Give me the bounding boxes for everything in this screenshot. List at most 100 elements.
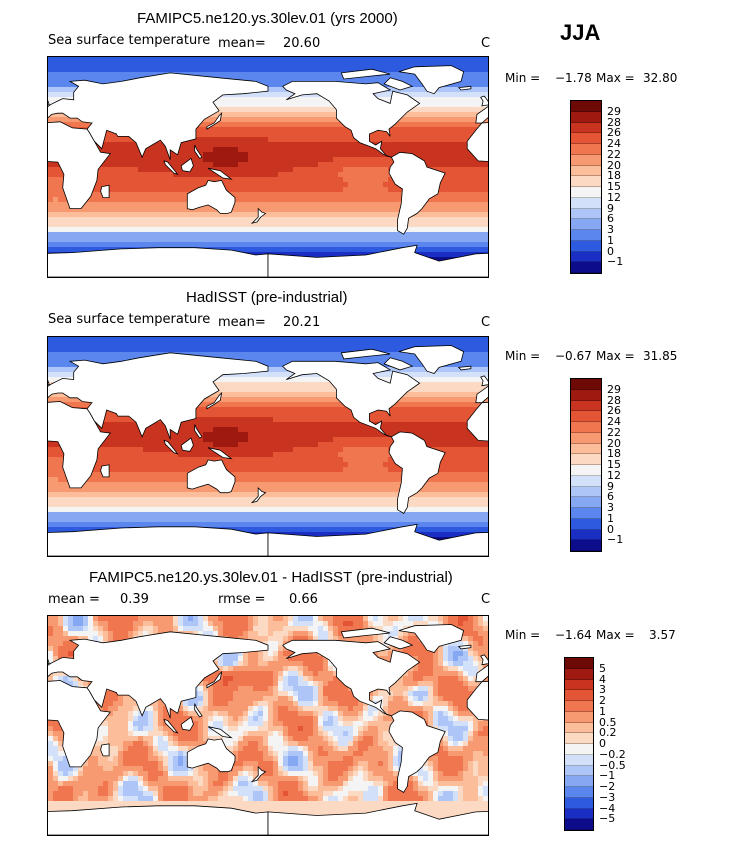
field-cell — [228, 122, 234, 128]
panel-1-units: C — [481, 36, 491, 51]
landmass-iceland — [457, 85, 472, 91]
field-cell — [453, 367, 459, 373]
field-cell — [153, 167, 159, 173]
field-cell — [338, 337, 344, 343]
field-cell — [103, 232, 109, 238]
field-cell — [68, 212, 74, 218]
landmass-nz — [250, 207, 267, 224]
field-cell — [338, 212, 344, 218]
field-cell — [288, 337, 294, 343]
field-cell — [423, 207, 429, 213]
field-cell — [328, 72, 334, 78]
field-cell — [243, 67, 249, 73]
field-cell — [103, 197, 109, 203]
field-cell — [178, 197, 184, 203]
field-cell — [243, 382, 249, 388]
field-cell — [183, 217, 189, 223]
field-cell — [468, 362, 474, 368]
field-cell — [448, 217, 454, 223]
field-cell — [93, 72, 99, 78]
field-cell — [103, 212, 109, 218]
field-cell — [343, 252, 349, 258]
field-cell — [323, 117, 329, 123]
field-cell — [143, 222, 149, 228]
landmass-samerica — [388, 151, 446, 235]
field-cell — [148, 72, 154, 78]
field-cell — [98, 347, 104, 353]
field-cell — [278, 137, 284, 143]
field-cell — [238, 197, 244, 203]
field-cell — [388, 182, 394, 188]
field-cell — [398, 137, 404, 143]
field-cell — [183, 232, 189, 238]
field-cell — [183, 147, 189, 153]
field-cell — [398, 242, 404, 248]
field-cell — [258, 217, 264, 223]
field-cell — [443, 142, 449, 148]
field-cell — [68, 77, 74, 83]
field-cell — [368, 137, 374, 143]
field-cell — [53, 192, 59, 198]
field-cell — [203, 397, 209, 403]
field-cell — [443, 117, 449, 123]
field-cell — [278, 57, 284, 63]
field-cell — [373, 232, 379, 238]
field-cell — [218, 387, 224, 393]
field-cell — [248, 112, 254, 118]
field-cell — [273, 172, 279, 178]
field-cell — [413, 97, 419, 103]
field-cell — [468, 182, 474, 188]
field-cell — [413, 232, 419, 238]
field-cell — [463, 362, 469, 368]
field-cell — [163, 217, 169, 223]
field-cell — [223, 142, 229, 148]
field-cell — [458, 172, 464, 178]
field-cell — [348, 357, 354, 363]
field-cell — [338, 237, 344, 243]
field-cell — [83, 122, 89, 128]
field-cell — [458, 212, 464, 218]
field-cell — [283, 62, 289, 68]
field-cell — [123, 342, 129, 348]
field-cell — [238, 62, 244, 68]
field-cell — [183, 237, 189, 243]
field-cell — [418, 382, 424, 388]
field-cell — [283, 232, 289, 238]
field-cell — [298, 107, 304, 113]
field-cell — [203, 347, 209, 353]
field-cell — [243, 227, 249, 233]
field-cell — [313, 197, 319, 203]
field-cell — [388, 227, 394, 233]
field-cell — [198, 407, 204, 413]
field-cell — [48, 342, 54, 348]
field-cell — [353, 172, 359, 178]
field-cell — [423, 142, 429, 148]
field-cell — [333, 57, 339, 63]
field-cell — [153, 142, 159, 148]
field-cell — [98, 77, 104, 83]
field-cell — [158, 152, 164, 158]
field-cell — [443, 182, 449, 188]
field-cell — [58, 217, 64, 223]
field-cell — [233, 387, 239, 393]
field-cell — [143, 192, 149, 198]
field-cell — [193, 352, 199, 358]
field-cell — [428, 342, 434, 348]
field-cell — [428, 102, 434, 108]
field-cell — [53, 357, 59, 363]
field-cell — [258, 97, 264, 103]
field-cell — [258, 377, 264, 383]
field-cell — [468, 187, 474, 193]
field-cell — [203, 217, 209, 223]
field-cell — [248, 347, 254, 353]
field-cell — [238, 342, 244, 348]
field-cell — [418, 152, 424, 158]
field-cell — [403, 72, 409, 78]
field-cell — [423, 117, 429, 123]
field-cell — [253, 337, 259, 343]
field-cell — [143, 227, 149, 233]
field-cell — [123, 212, 129, 218]
field-cell — [378, 67, 384, 73]
field-cell — [463, 177, 469, 183]
field-cell — [248, 182, 254, 188]
